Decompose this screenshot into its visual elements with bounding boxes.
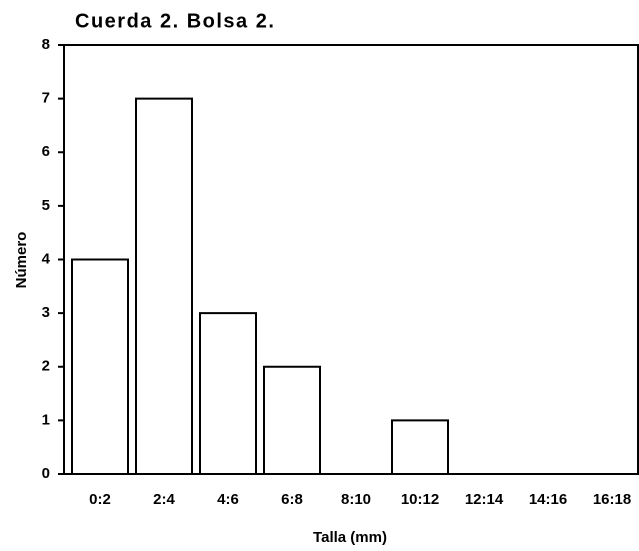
chart-title: Cuerda 2. Bolsa 2.: [75, 10, 275, 32]
bar: [391, 419, 449, 475]
bar: [199, 312, 257, 475]
x-tick-label: 4:6: [217, 491, 239, 508]
y-tick-label: 5: [42, 197, 50, 214]
y-tick-label: 7: [42, 90, 50, 107]
bar: [263, 365, 321, 475]
y-tick-label: 6: [42, 143, 50, 160]
y-tick-label: 2: [42, 358, 50, 375]
x-tick-label: 8:10: [341, 491, 371, 508]
y-tick-label: 3: [42, 304, 50, 321]
y-tick-label: 0: [42, 465, 50, 482]
x-tick-label: 10:12: [401, 491, 439, 508]
y-tick-label: 8: [42, 36, 50, 53]
x-tick-label: 6:8: [281, 491, 303, 508]
y-tick-label: 1: [42, 411, 50, 428]
x-tick-label: 12:14: [465, 491, 504, 508]
x-tick-label: 2:4: [153, 491, 175, 508]
y-tick-label: 4: [42, 250, 51, 267]
y-axis-label: Número: [13, 232, 30, 289]
x-axis-label: Talla (mm): [313, 529, 387, 546]
x-tick-label: 0:2: [89, 491, 111, 508]
bar: [135, 97, 193, 475]
x-tick-label: 16:18: [593, 491, 631, 508]
x-tick-label: 14:16: [529, 491, 567, 508]
bar: [71, 258, 129, 475]
